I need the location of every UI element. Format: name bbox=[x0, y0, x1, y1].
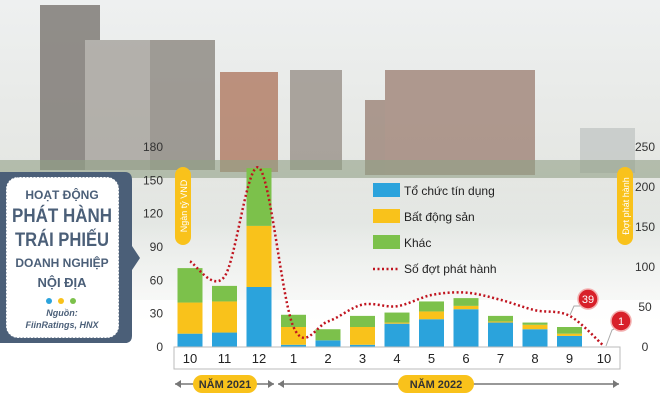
x-tick-label: 5 bbox=[428, 351, 435, 366]
legend-label: Khác bbox=[404, 236, 431, 250]
bar-yellow-5 bbox=[350, 327, 375, 345]
source-label: Nguồn: bbox=[46, 308, 78, 318]
bar-green-11 bbox=[557, 327, 582, 334]
y-tick-label: 60 bbox=[150, 273, 164, 287]
source-text: FiinRatings, HNX bbox=[25, 320, 99, 330]
x-tick-label: 3 bbox=[359, 351, 366, 366]
bar-yellow-10 bbox=[522, 324, 548, 330]
x-axis-band bbox=[173, 346, 621, 370]
legend-label: Tổ chức tín dụng bbox=[404, 184, 495, 198]
bar-green-8 bbox=[453, 298, 479, 306]
x-tick-label: 1 bbox=[290, 351, 297, 366]
bar-yellow-9 bbox=[488, 321, 513, 323]
bar-blue-11 bbox=[557, 335, 582, 347]
svg-text:NĂM 2022: NĂM 2022 bbox=[410, 378, 463, 391]
bar-green-5 bbox=[350, 315, 375, 327]
x-tick-label: 8 bbox=[531, 351, 538, 366]
bar-blue-9 bbox=[488, 322, 513, 347]
legend-swatch-yellow bbox=[373, 209, 400, 223]
dot-green bbox=[70, 298, 76, 304]
title-panel: HOẠT ĐỘNG PHÁT HÀNH TRÁI PHIẾU DOANH NGH… bbox=[0, 172, 140, 343]
svg-text:Đợt phát hành: Đợt phát hành bbox=[621, 177, 631, 234]
bar-green-2 bbox=[246, 168, 272, 226]
year-2021: NĂM 2021 bbox=[175, 375, 274, 393]
bar-blue-0 bbox=[177, 333, 203, 347]
x-tick-label: 11 bbox=[218, 351, 232, 366]
y-tick-label: 150 bbox=[143, 173, 163, 187]
bar-green-1 bbox=[212, 285, 237, 302]
y2-tick-label: 0 bbox=[642, 340, 649, 354]
bar-blue-3 bbox=[281, 344, 306, 347]
legend-swatch-blue bbox=[373, 183, 400, 197]
x-tick-label: 4 bbox=[393, 351, 400, 366]
bar-blue-2 bbox=[246, 287, 272, 347]
bar-yellow-0 bbox=[177, 302, 203, 334]
annotation-1: 1 bbox=[605, 310, 632, 347]
y-tick-label: 120 bbox=[143, 207, 163, 221]
svg-text:1: 1 bbox=[618, 316, 624, 328]
y2-tick-label: 50 bbox=[638, 300, 652, 314]
panel-line4: DOANH NGHIỆP bbox=[15, 255, 108, 270]
y2-axis-label: Đợt phát hành bbox=[617, 167, 633, 245]
bar-green-10 bbox=[522, 322, 548, 325]
bar-green-7 bbox=[419, 301, 444, 312]
svg-text:Ngàn tỷ VND: Ngàn tỷ VND bbox=[179, 179, 189, 232]
bar-green-3 bbox=[281, 314, 306, 327]
y-axis-label: Ngàn tỷ VND bbox=[175, 167, 191, 245]
x-tick-label: 12 bbox=[252, 351, 266, 366]
bar-green-9 bbox=[488, 315, 513, 322]
dot-blue bbox=[46, 298, 52, 304]
bar-green-0 bbox=[177, 268, 203, 303]
dot-yellow bbox=[58, 298, 64, 304]
legend-swatch-green bbox=[373, 235, 400, 249]
bar-yellow-1 bbox=[212, 301, 237, 333]
bar-blue-5 bbox=[350, 344, 375, 347]
bar-blue-8 bbox=[453, 309, 479, 347]
bar-blue-10 bbox=[522, 329, 548, 347]
bar-blue-1 bbox=[212, 332, 237, 347]
x-tick-label: 10 bbox=[183, 351, 197, 366]
year-2022: NĂM 2022 bbox=[278, 375, 619, 393]
x-tick-label: 9 bbox=[566, 351, 573, 366]
bar-yellow-6 bbox=[384, 322, 410, 324]
x-tick-label: 6 bbox=[462, 351, 469, 366]
bar-yellow-8 bbox=[453, 305, 479, 310]
bar-yellow-11 bbox=[557, 333, 582, 336]
y2-tick-label: 150 bbox=[635, 220, 655, 234]
panel-line1: HOẠT ĐỘNG bbox=[25, 187, 98, 202]
x-tick-label: 2 bbox=[324, 351, 331, 366]
bar-blue-6 bbox=[384, 323, 410, 347]
legend-label: Bất động sản bbox=[404, 210, 475, 224]
y-tick-label: 0 bbox=[156, 340, 163, 354]
annotation-39: 39 bbox=[569, 288, 599, 316]
panel-line2: PHÁT HÀNH bbox=[12, 205, 112, 227]
svg-text:NĂM 2021: NĂM 2021 bbox=[199, 378, 252, 391]
bar-green-6 bbox=[384, 312, 410, 323]
panel-line5: NỘI ĐỊA bbox=[37, 275, 87, 290]
y-tick-label: 90 bbox=[150, 240, 164, 254]
bar-blue-4 bbox=[315, 340, 341, 347]
y2-tick-label: 200 bbox=[635, 180, 655, 194]
y2-tick-label: 100 bbox=[635, 260, 655, 274]
bar-green-4 bbox=[315, 329, 341, 341]
bar-blue-7 bbox=[419, 319, 444, 347]
bar-yellow-3 bbox=[281, 327, 306, 345]
y2-tick-label: 250 bbox=[635, 140, 655, 154]
y-tick-label: 30 bbox=[150, 307, 164, 321]
y-tick-label: 180 bbox=[143, 140, 163, 154]
panel-line3: TRÁI PHIẾU bbox=[15, 229, 109, 251]
legend: Tổ chức tín dụng Bất động sản Khác Số đợ… bbox=[373, 183, 497, 276]
series-line-so-dot-phat-hanh bbox=[189, 166, 605, 348]
bar-yellow-2 bbox=[246, 225, 272, 287]
svg-text:39: 39 bbox=[582, 294, 594, 306]
bar-yellow-7 bbox=[419, 311, 444, 320]
x-tick-label: 10 bbox=[597, 351, 611, 366]
legend-label: Số đợt phát hành bbox=[404, 262, 497, 276]
buildings bbox=[0, 5, 660, 178]
x-tick-label: 7 bbox=[497, 351, 504, 366]
